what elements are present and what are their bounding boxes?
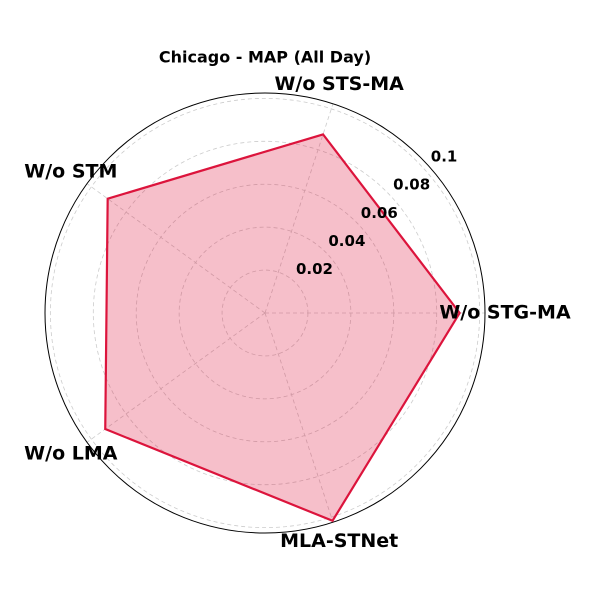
- category-label: W/o STG-MA: [439, 302, 571, 324]
- grid-spoke: [86, 312, 266, 443]
- radar-area: [104, 133, 462, 523]
- grid-spoke: [264, 103, 334, 314]
- grid-spoke: [264, 312, 334, 523]
- radial-tick-label: 0.08: [393, 176, 430, 194]
- category-label: MLA-STNet: [280, 530, 398, 552]
- radial-tick-label: 0.1: [431, 148, 458, 166]
- radial-tick-label: 0.04: [328, 232, 365, 250]
- category-label: W/o STM: [24, 160, 117, 182]
- chart-title: Chicago - MAP (All Day): [159, 48, 371, 67]
- radial-tick-label: 0.02: [296, 260, 333, 278]
- category-label: W/o STS-MA: [274, 73, 404, 95]
- outer-frame: [44, 92, 486, 534]
- grid-spoke: [86, 183, 266, 314]
- grid-ring: [49, 97, 481, 529]
- radial-tick-label: 0.06: [361, 204, 398, 222]
- category-label: W/o LMA: [24, 443, 118, 465]
